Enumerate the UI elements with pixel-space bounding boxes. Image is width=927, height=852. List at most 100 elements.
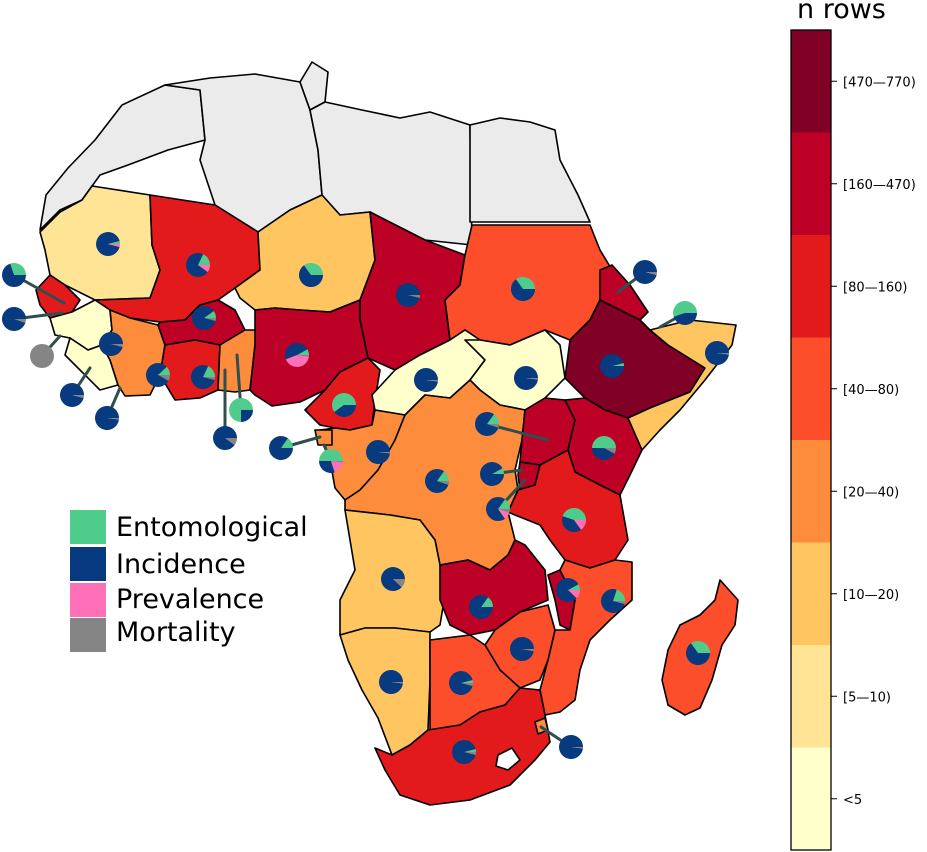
pie-marker — [486, 497, 510, 521]
pie-slice — [379, 669, 403, 694]
pie-slice — [515, 277, 535, 289]
pie-slice — [592, 448, 615, 460]
pie-slice — [334, 405, 356, 417]
pie-marker — [95, 406, 119, 431]
colorbar-bin — [791, 542, 831, 646]
colorbar-bin — [791, 132, 831, 236]
pie-slice — [146, 363, 169, 387]
pie-slice — [461, 683, 473, 686]
pie-marker — [425, 469, 449, 494]
colorbar-tick-label: [20—40) — [843, 485, 899, 500]
pie-slice — [555, 577, 579, 602]
pie-slice — [331, 461, 343, 463]
pie-slice — [281, 438, 293, 448]
pie-slice — [241, 410, 253, 422]
pie-slice — [568, 590, 580, 599]
country-egypt — [469, 117, 591, 223]
pie-slice — [449, 671, 473, 695]
pie-marker — [514, 366, 538, 391]
colorbar-tick-label: [40—80) — [843, 383, 899, 398]
pie-slice — [673, 313, 697, 326]
pie-marker — [96, 232, 120, 256]
legend-swatch-prevalence — [70, 583, 106, 617]
colorbar-frame — [790, 29, 832, 851]
pie-slice — [464, 752, 476, 755]
pie-slice — [464, 749, 476, 752]
pie-slice — [297, 355, 309, 357]
pie-marker — [381, 567, 405, 591]
pie-slice — [526, 378, 538, 380]
pie-slice — [632, 259, 657, 284]
pie-slice — [111, 344, 123, 347]
pie-slice — [437, 481, 449, 485]
pie-marker — [285, 343, 309, 367]
legend-swatch-mortality — [70, 618, 106, 652]
pie-slice — [452, 740, 476, 764]
pie-slice — [297, 349, 309, 355]
pie-slice — [613, 589, 625, 601]
pie-slice — [158, 366, 170, 375]
pie-marker — [510, 277, 535, 302]
pie-slice — [480, 462, 504, 486]
country-eq-guinea — [314, 429, 333, 446]
pie-slice — [95, 406, 119, 431]
pie-slice — [690, 641, 710, 653]
pie-marker — [599, 354, 624, 379]
pie-slice — [391, 682, 403, 684]
legend-label-prevalence: Prevalence — [116, 584, 264, 615]
colorbar: n rows [470—770) [160—470) [80—160) [40—80)… — [790, 0, 916, 851]
pie-slice — [599, 354, 624, 379]
pie-marker — [192, 306, 216, 330]
pie-slice — [475, 412, 499, 437]
pie-slice — [14, 319, 26, 323]
legend-swatch-incidence — [70, 547, 106, 581]
pie-slice — [198, 265, 210, 273]
pie-marker — [705, 341, 730, 366]
colorbar-tick-label: [5—10) — [843, 690, 891, 705]
pie-slice — [393, 579, 405, 588]
pie-slice — [522, 649, 534, 652]
pie-slice — [705, 341, 729, 366]
pie-slice — [717, 353, 730, 355]
pie-slice — [486, 497, 506, 521]
pie-marker — [632, 259, 657, 284]
pie-slice — [72, 395, 84, 398]
pie-marker — [449, 671, 473, 695]
pie-slice — [98, 332, 123, 357]
pie-slice — [203, 377, 215, 380]
colorbar-tick-label: [80—160) — [843, 280, 908, 295]
pie-marker — [30, 344, 54, 368]
colorbar-bin — [791, 440, 831, 543]
pie-slice — [1, 263, 27, 287]
pie-marker — [269, 436, 293, 460]
pie-slice — [487, 414, 499, 424]
pie-slice — [469, 595, 493, 620]
pie-marker — [332, 393, 356, 417]
legend: Entomological Incidence Prevalence Morta… — [70, 510, 308, 652]
colorbar-tick-label: [160—470) — [843, 178, 916, 193]
pie-markers — [1, 232, 730, 764]
pie-slice — [285, 343, 308, 360]
pie-slice — [108, 241, 120, 244]
pie-slice — [186, 253, 208, 278]
pie-slice — [285, 355, 309, 367]
pie-slice — [108, 244, 120, 247]
pie-marker — [452, 740, 476, 764]
pie-marker — [396, 282, 421, 307]
pie-slice — [571, 747, 583, 749]
pie-slice — [30, 344, 54, 368]
pie-marker — [562, 507, 586, 532]
pie-slice — [192, 306, 216, 330]
pie-slice — [461, 680, 473, 683]
pie-marker — [1, 306, 26, 332]
pie-marker — [146, 363, 170, 387]
pie-slice — [487, 424, 499, 428]
pie-marker — [1, 263, 27, 287]
pie-slice — [198, 254, 210, 265]
pie-slice — [492, 468, 504, 474]
pie-slice — [562, 516, 582, 532]
pie-slice — [59, 383, 84, 408]
pie-slice — [601, 589, 625, 613]
pie-slice — [510, 279, 535, 302]
